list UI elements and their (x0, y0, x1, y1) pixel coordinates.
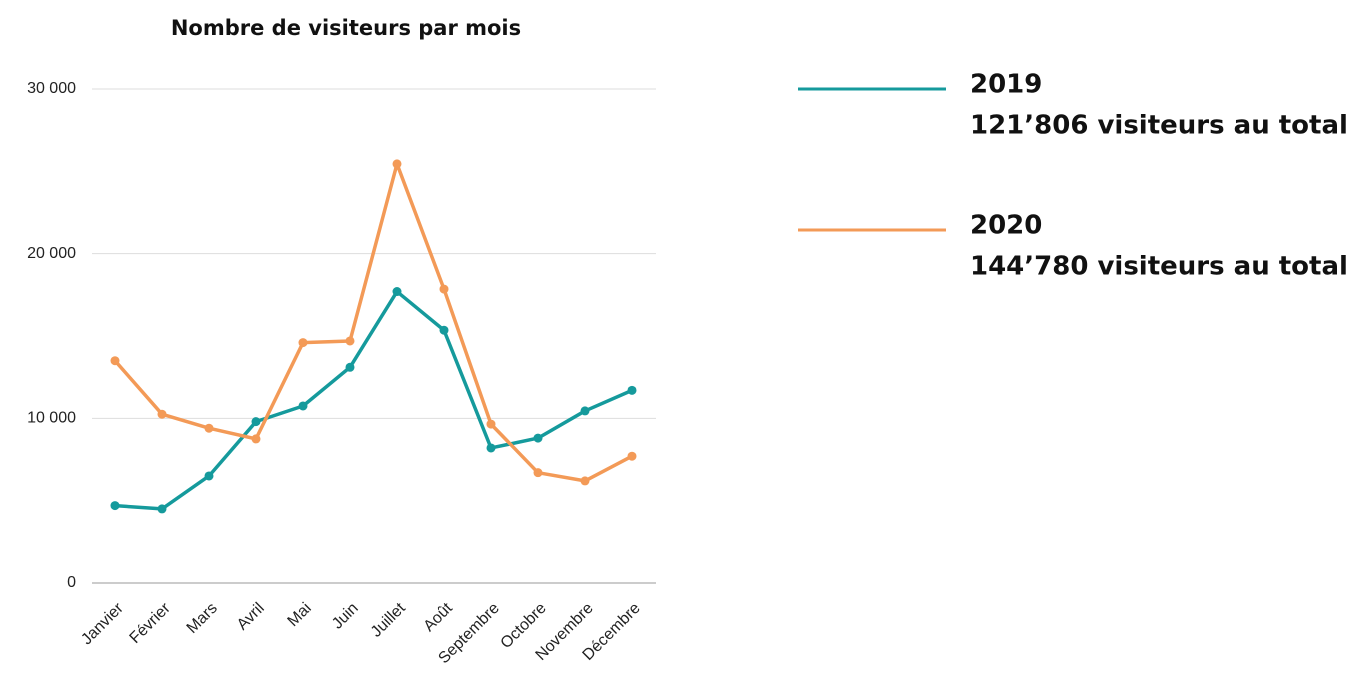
point (345, 336, 355, 346)
point (580, 476, 590, 486)
x-tick-label: Avril (234, 600, 268, 634)
point (157, 409, 167, 419)
y-tick-label: 30 000 (27, 80, 76, 97)
point (392, 287, 402, 297)
point (392, 159, 402, 169)
point (298, 401, 308, 411)
line (114, 289, 633, 511)
x-tick-label: Mai (285, 600, 315, 630)
legend-label: 2019 (970, 70, 1042, 100)
point (251, 434, 261, 444)
x-tick-label: Mars (184, 600, 221, 637)
chart-title: Nombre de visiteurs par mois (171, 16, 521, 40)
point (533, 433, 543, 443)
point (439, 325, 449, 335)
point (627, 385, 637, 395)
point (345, 362, 355, 372)
point (486, 443, 496, 453)
x-tick-label: Août (421, 599, 457, 635)
y-tick-label: 10 000 (27, 410, 76, 427)
point (533, 468, 543, 478)
x-tick-label: Juillet (368, 599, 409, 640)
point (580, 406, 590, 416)
x-tick-label: Juin (329, 600, 362, 633)
point (439, 284, 449, 294)
point (486, 419, 496, 429)
line (113, 162, 633, 483)
point (204, 471, 214, 481)
legend-label: 2020 (970, 211, 1042, 241)
point (627, 451, 637, 461)
y-tick-label: 20 000 (27, 245, 76, 262)
y-tick-label: 0 (67, 574, 76, 591)
point (204, 423, 214, 433)
x-tick-label: Février (127, 599, 175, 647)
point (110, 356, 120, 366)
point (110, 501, 120, 511)
point (251, 417, 261, 427)
point (157, 504, 167, 514)
point (298, 338, 308, 348)
x-tick-label: Janvier (78, 599, 127, 648)
legend-total: 121’806 visiteurs au total (970, 111, 1348, 141)
legend-total: 144’780 visiteurs au total (970, 252, 1348, 282)
